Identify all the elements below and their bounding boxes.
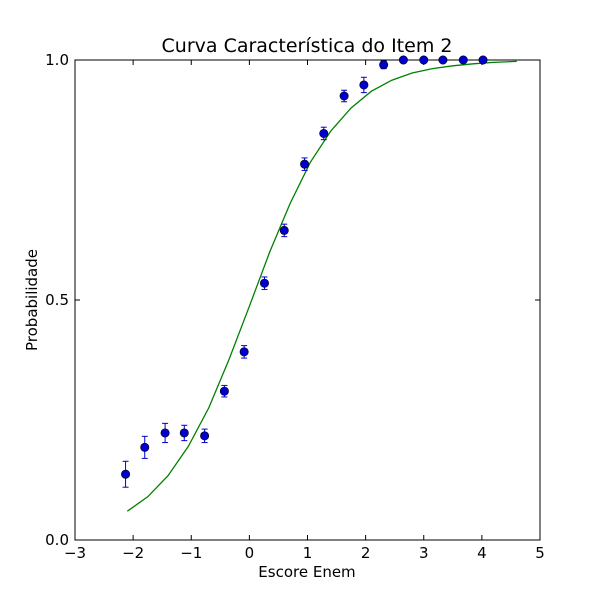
plot-frame [74,59,541,541]
x-tick-label: −2 [122,544,144,562]
data-point [398,55,408,65]
data-point [259,278,269,288]
data-point [279,225,289,235]
data-point [121,469,131,479]
x-tick-label: 4 [477,544,487,562]
data-point [239,347,249,357]
x-tick-label: 0 [245,544,255,562]
x-tick-label: 3 [419,544,429,562]
chart-title: Curva Característica do Item 2 [162,35,453,57]
data-point [300,159,310,169]
data-point [379,60,389,70]
data-point [419,55,429,65]
data-point [179,428,189,438]
x-tick-label: −1 [180,544,202,562]
data-point [478,55,488,65]
y-tick-label: 1.0 [45,51,69,69]
data-points-layer [121,55,488,488]
data-point [140,442,150,452]
x-tick-label: 1 [303,544,313,562]
y-tick-label: 0.5 [45,291,69,309]
x-tick-label: 2 [361,544,371,562]
data-point [160,428,170,438]
data-point [339,91,349,101]
data-point [219,386,229,396]
data-point [200,431,210,441]
data-point [438,55,448,65]
fitted-curve-layer [126,60,517,512]
y-tick-label: 0.0 [45,531,69,549]
data-point [458,55,468,65]
x-axis-label: Escore Enem [258,563,355,581]
x-tick-label: 5 [535,544,545,562]
axis-ticks: −3 −2 −1 0 1 2 3 4 5 0.0 0.5 1.0 [45,51,545,562]
fitted-curve-line [126,60,517,512]
data-point [319,128,329,138]
data-point [359,80,369,90]
x-tick-label: −3 [64,544,86,562]
y-axis-label: Probabilidade [23,249,41,351]
